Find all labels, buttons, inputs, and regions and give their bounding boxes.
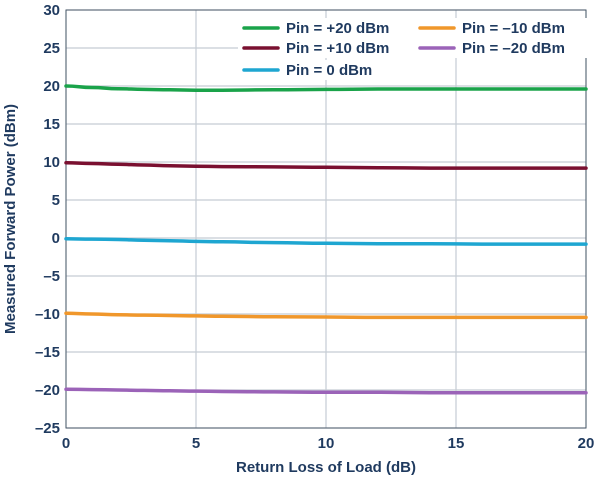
series-line-4 (64, 387, 588, 395)
y-tick-label: 5 (52, 192, 60, 209)
plot-frame (65, 9, 587, 429)
y-tick-labels: 30 25 20 15 10 5 0 –5 –10 –15 –20 –25 (35, 2, 60, 437)
legend-label: Pin = +10 dBm (286, 40, 389, 57)
x-tick-label: 15 (448, 435, 465, 452)
series-line-3 (64, 311, 588, 320)
x-tick-labels: 0 5 10 15 20 (62, 435, 595, 452)
x-axis-title: Return Loss of Load (dB) (236, 459, 416, 476)
series-layer (64, 84, 588, 395)
y-tick-label: 15 (43, 116, 60, 133)
y-tick-label: –25 (35, 420, 60, 437)
y-tick-label: –10 (35, 306, 60, 323)
y-tick-label: –15 (35, 344, 60, 361)
y-tick-label: 20 (43, 78, 60, 95)
legend-bg (238, 18, 416, 38)
x-tick-label: 0 (62, 435, 70, 452)
legend-bg (238, 60, 416, 80)
y-tick-label: 0 (52, 230, 60, 247)
legend-label: Pin = 0 dBm (286, 62, 372, 79)
y-tick-label: –5 (43, 268, 60, 285)
legend-label: Pin = –10 dBm (462, 20, 565, 37)
y-tick-label: 10 (43, 154, 60, 171)
y-tick-label: 25 (43, 40, 60, 57)
x-tick-label: 10 (318, 435, 335, 452)
series-line-1 (64, 161, 588, 170)
series-line-0 (64, 84, 588, 92)
series-line-2 (64, 237, 588, 246)
legend: Pin = +20 dBm Pin = –10 dBm Pin = +10 dBm P… (238, 18, 592, 80)
y-tick-label: –20 (35, 382, 60, 399)
legend-label: Pin = –20 dBm (462, 40, 565, 57)
legend-label: Pin = +20 dBm (286, 20, 389, 37)
x-tick-label: 20 (578, 435, 595, 452)
legend-bg (414, 18, 592, 38)
x-tick-label: 5 (192, 435, 200, 452)
legend-bg (414, 38, 592, 58)
y-tick-label: 30 (43, 2, 60, 19)
y-axis-title: Measured Forward Power (dBm) (2, 104, 19, 334)
legend-bg (238, 38, 416, 58)
